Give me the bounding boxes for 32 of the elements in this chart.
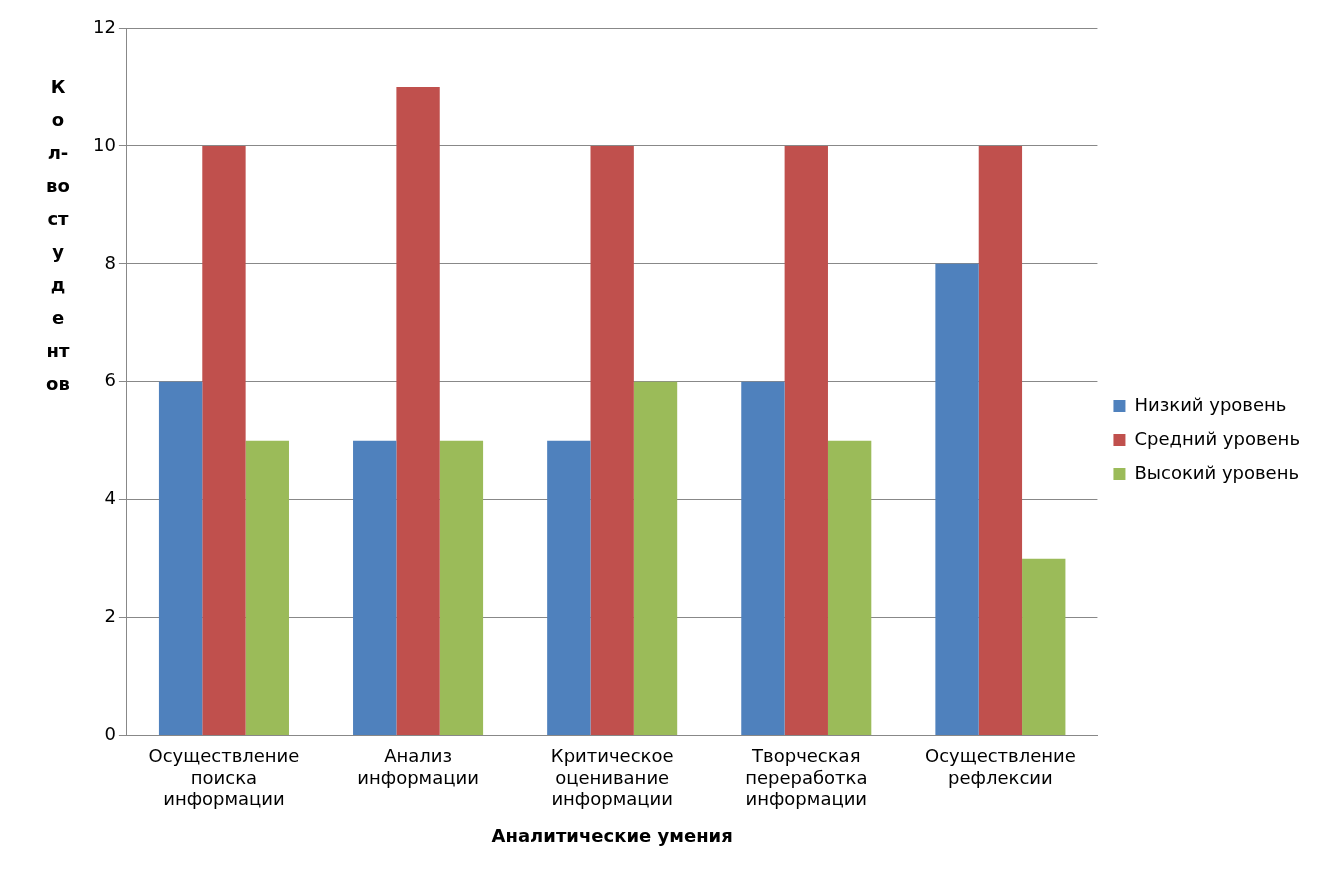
x-tick-label: Творческая переработка информации (745, 745, 868, 810)
text: Кол-во студентов (46, 76, 70, 394)
x-tick-label: Осуществление рефлексии (924, 745, 1076, 788)
bar (1022, 558, 1066, 736)
bar (978, 145, 1023, 736)
bar (935, 263, 979, 736)
bar (633, 381, 678, 736)
bar (202, 145, 246, 736)
bar (784, 145, 828, 736)
bar (396, 86, 440, 736)
y-tick-label: 4 (104, 487, 116, 509)
bar (439, 440, 484, 736)
bar (590, 145, 634, 736)
legend-label: Средний уровень (1134, 427, 1301, 449)
x-axis-title: Аналитические умения (491, 824, 733, 846)
legend-label: Высокий уровень (1134, 461, 1300, 483)
y-tick-label: 2 (104, 605, 116, 627)
legend-label: Низкий уровень (1134, 393, 1287, 415)
bar (741, 381, 785, 736)
y-tick-label: 8 (104, 251, 116, 273)
y-tick-label: 0 (104, 723, 116, 745)
bar (827, 440, 872, 736)
y-tick-label: 10 (93, 133, 116, 155)
y-tick-label: 12 (93, 15, 116, 37)
x-tick-label: Осуществление поиска информации (148, 745, 300, 810)
bar (547, 440, 591, 736)
x-tick-label: Анализ информации (357, 745, 479, 788)
y-tick-label: 6 (104, 369, 116, 391)
x-tick-label: Критическое оценивание информации (550, 745, 674, 810)
bar (245, 440, 289, 736)
bar (353, 440, 397, 736)
bar (158, 381, 203, 736)
